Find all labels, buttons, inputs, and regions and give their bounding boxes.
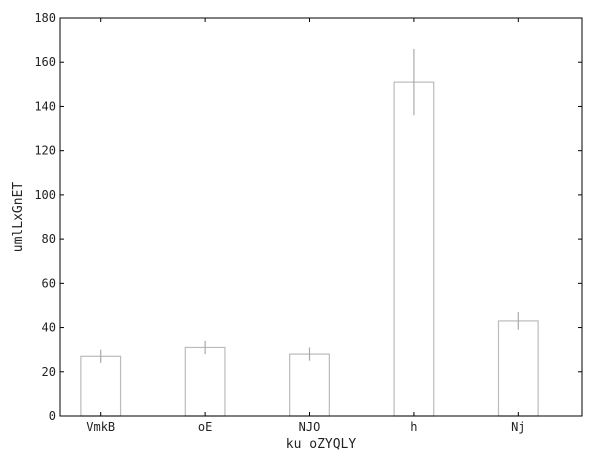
x-tick-label: h [410,420,417,434]
bar-h [393,81,435,417]
x-axis-ticks: VmkB oE NJO h Nj [86,18,526,434]
y-tick-label: 180 [34,11,56,25]
plot-frame [59,17,583,417]
y-tick-label: 0 [49,409,56,423]
bar-VmkB [80,355,122,417]
y-axis-label: umlLxGnET [11,182,26,253]
y-tick-label: 20 [42,365,56,379]
y-tick-label: 120 [34,144,56,158]
bar-Nj [497,320,539,417]
y-tick-label: 60 [42,276,56,290]
x-tick-label: oE [198,420,212,434]
y-tick-label: 140 [34,99,56,113]
y-axis-ticks: 0 20 40 60 80 100 120 140 160 180 [34,11,582,423]
y-tick-label: 40 [42,321,56,335]
x-tick-label: VmkB [86,420,115,434]
bars-group [80,48,539,417]
bar-NJO [289,353,330,417]
y-tick-label: 160 [34,55,56,69]
y-tick-label: 80 [42,232,56,246]
x-tick-label: NJO [299,420,321,434]
x-tick-label: Nj [511,420,525,434]
bar-oE [184,346,226,417]
x-axis-label: ku oZYQLY [286,437,357,452]
y-tick-label: 100 [34,188,56,202]
